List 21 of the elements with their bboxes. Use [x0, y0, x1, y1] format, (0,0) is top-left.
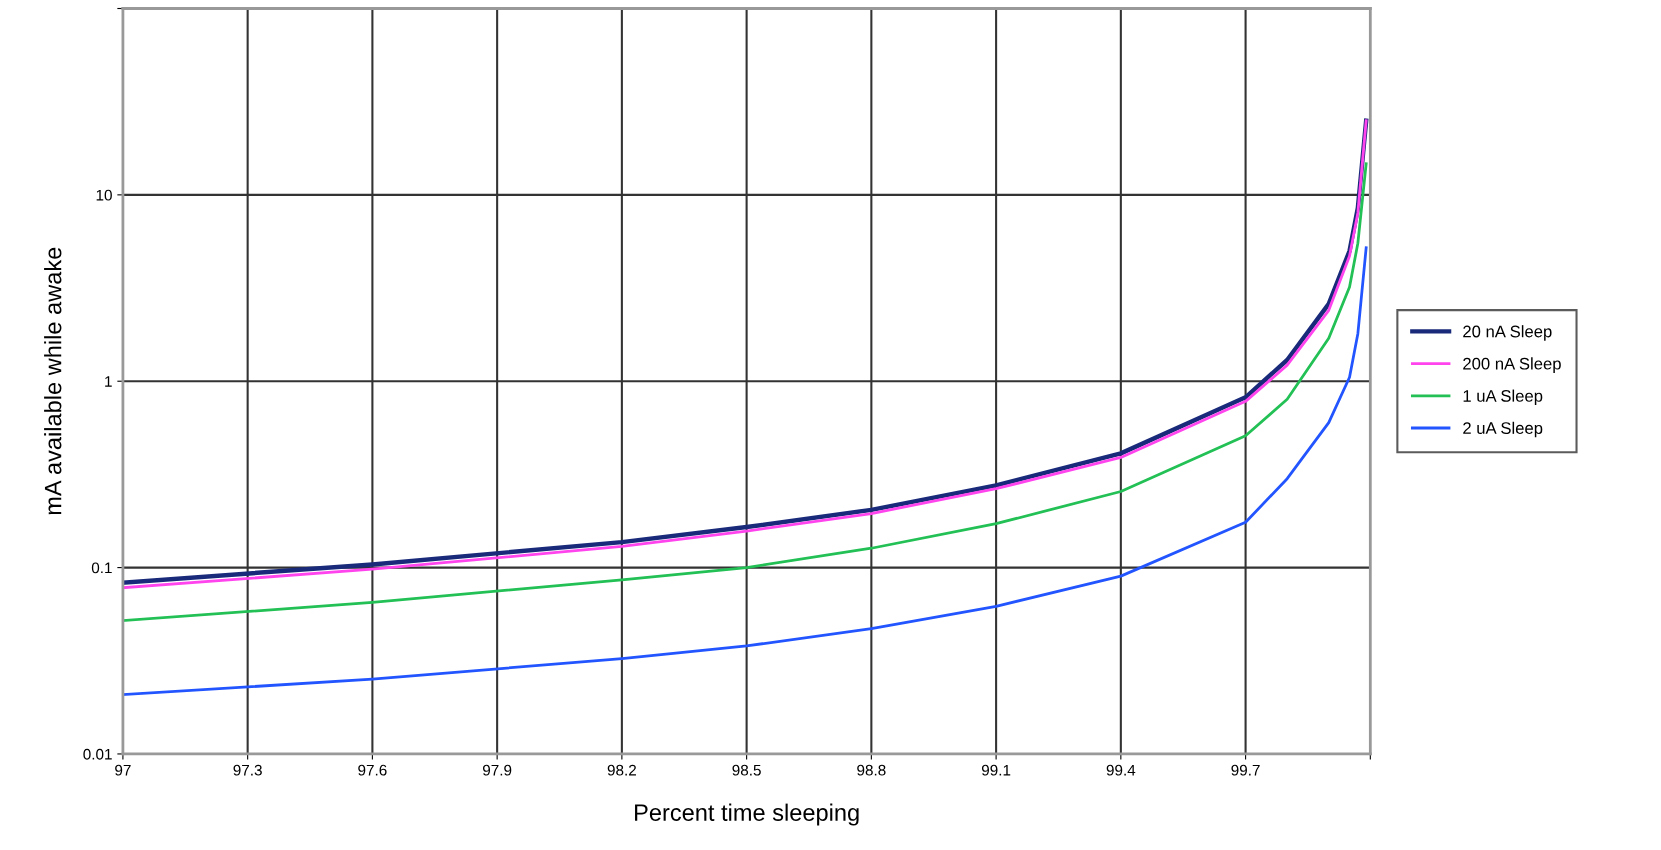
x-tick-label: 97.9 — [482, 764, 512, 776]
legend-label: 20 nA Sleep — [1463, 325, 1552, 341]
x-tick-label: 98.5 — [732, 764, 761, 776]
x-tick-label: 98.2 — [607, 764, 636, 776]
x-tick-label: 99.1 — [981, 764, 1011, 776]
line-series — [122, 246, 1368, 697]
x-tick-label: 99.4 — [1106, 764, 1136, 776]
y-tick-label: 10 — [96, 189, 112, 201]
x-tick-label: 98.8 — [857, 764, 886, 776]
y-tick-label: 1 — [105, 376, 112, 387]
x-axis-title: Percent time sleeping — [635, 803, 859, 826]
legend-label: 1 uA Sleep — [1463, 389, 1543, 406]
x-tick-label: 97 — [115, 764, 131, 776]
legend-label: 2 uA Sleep — [1463, 421, 1543, 438]
y-tick-label: 0.1 — [91, 562, 112, 574]
x-tick-label: 97.6 — [358, 764, 387, 776]
y-tick-label: 0.01 — [83, 748, 112, 760]
x-tick-label: 99.7 — [1231, 764, 1260, 776]
legend-label: 200 nA Sleep — [1463, 357, 1561, 373]
y-axis-title: mA available while awake — [44, 247, 62, 515]
x-tick-label: 97.3 — [233, 764, 262, 776]
